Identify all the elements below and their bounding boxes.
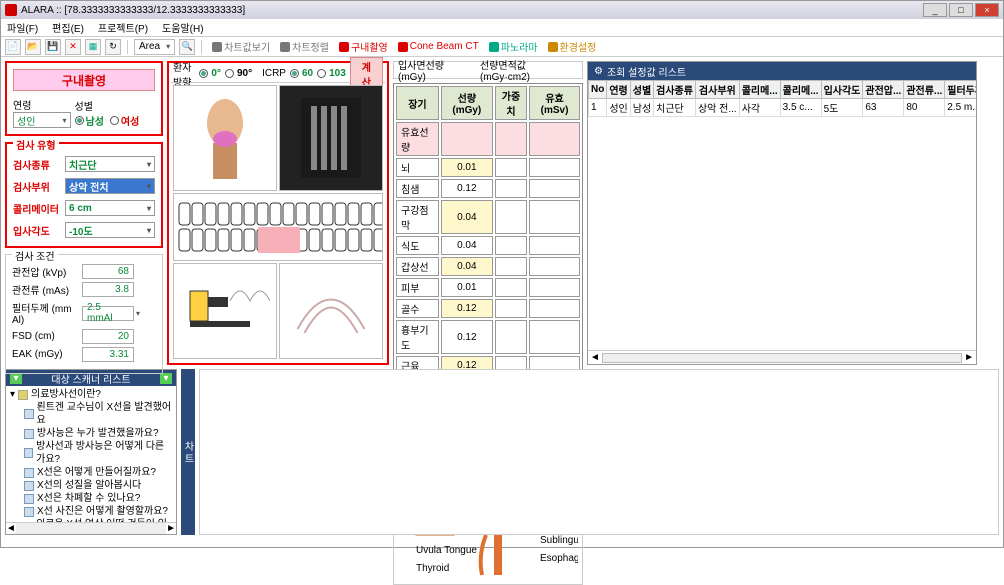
tree-leaf[interactable]: X선은 어떻게 만들어질까요? — [24, 466, 172, 479]
filt-input[interactable]: 2.5 mmAl — [82, 306, 134, 321]
age-select[interactable]: 성인 — [13, 112, 71, 128]
tree-leaf[interactable]: 방사선과 방사능은 어떻게 다른가요? — [24, 440, 172, 466]
app-icon — [5, 4, 17, 16]
tree-expand[interactable]: ▾ — [160, 373, 172, 384]
pane-head — [173, 85, 277, 191]
kvp-input[interactable]: 68 — [82, 264, 134, 279]
scanner-tree: ▾ 대상 스캐너 리스트 ▾ ▾의료방사선이란? 뢴트겐 교수님이 X선을 발견… — [5, 369, 177, 535]
scroll-right[interactable]: ► — [964, 352, 974, 363]
chart-area — [199, 369, 999, 535]
titlebar: ALARA :: [78.3333333333333/12.3333333333… — [1, 1, 1003, 19]
menubar: 파일(F) 편집(E) 프로젝트(P) 도움말(H) — [1, 19, 1003, 37]
pane-teeth-chart — [173, 193, 383, 261]
toolbar-link[interactable]: 차트값보기 — [208, 39, 274, 54]
svg-text:Thyroid: Thyroid — [416, 563, 449, 574]
pane-device — [173, 263, 277, 359]
tb-save[interactable]: 💾 — [45, 39, 61, 55]
cond-group: 검사 조건 관전압 (kVp)68 관전류 (mAs)3.8 필터두께 (mm … — [5, 254, 163, 374]
collimator[interactable]: 6 cm — [65, 200, 155, 216]
area-select[interactable]: Area — [134, 39, 175, 55]
tb-zoom[interactable]: 🔍 — [179, 39, 195, 55]
sex-label: 성별 — [75, 98, 123, 113]
tb-new[interactable]: 📄 — [5, 39, 21, 55]
icrp-60[interactable] — [290, 69, 299, 78]
mas-input[interactable]: 3.8 — [82, 282, 134, 297]
tb-del[interactable]: ✕ — [65, 39, 81, 55]
tree-leaf[interactable]: X선의 성질을 알아봅시다 — [24, 479, 172, 492]
sex-male[interactable]: 남성 — [75, 113, 104, 128]
preview-panel: 환자방향 0° 90° ICRP 60 103 계산 — [167, 61, 389, 365]
title-text: ALARA :: [78.3333333333333/12.3333333333… — [21, 5, 245, 16]
pane-arch — [279, 263, 383, 359]
left-controls: 구내촬영 연령 성인 성별 남성 여성 — [5, 61, 163, 136]
toolbar-link[interactable]: 환경설정 — [544, 39, 601, 54]
tree-leaf[interactable]: X선 사진은 어떻게 촬영할까요? — [24, 505, 172, 518]
dir-90[interactable] — [225, 69, 234, 78]
toolbar: 📄 📂 💾 ✕ ▦ ↻ Area 🔍 차트값보기차트정렬구내촬영Cone Bea… — [1, 37, 1003, 57]
svg-text:Esophagus: Esophagus — [540, 553, 578, 564]
close-button[interactable]: × — [975, 3, 999, 17]
fsd-input[interactable]: 20 — [82, 329, 134, 344]
tree-leaf[interactable]: 뢴트겐 교수님이 X선을 발견했어요 — [24, 401, 172, 427]
exam-kind[interactable]: 치근단 — [65, 156, 155, 172]
angle[interactable]: -10도 — [65, 222, 155, 238]
menu-help[interactable]: 도움말(H) — [162, 20, 203, 35]
toolbar-link[interactable]: 파노라마 — [485, 39, 542, 54]
tree-leaf[interactable]: 방사능은 누가 발견했을까요? — [24, 427, 172, 440]
settings-list: ⚙조회 설정값 리스트 No연령성별검사종류검사부위콜리메...콜리메...입사… — [587, 61, 977, 365]
tree-node[interactable]: ▾의료방사선이란? — [10, 388, 172, 401]
toolbar-link[interactable]: 차트정렬 — [276, 39, 333, 54]
menu-project[interactable]: 프로젝트(P) — [98, 20, 148, 35]
list-row[interactable]: 1성인남성치근단상악 전...사각3.5 c...5도63802.5 m...4… — [589, 99, 977, 117]
age-label: 연령 — [13, 97, 61, 112]
mode-button[interactable]: 구내촬영 — [13, 69, 155, 91]
exam-part[interactable]: 상악 전치 — [65, 178, 155, 194]
tb-refresh[interactable]: ↻ — [105, 39, 121, 55]
eak-input[interactable]: 3.31 — [82, 347, 134, 362]
sex-female[interactable]: 여성 — [110, 113, 139, 128]
pane-xray — [279, 85, 383, 191]
tb-open[interactable]: 📂 — [25, 39, 41, 55]
dir-0[interactable] — [199, 69, 208, 78]
tree-collapse[interactable]: ▾ — [10, 373, 22, 384]
dose-headers: 입사면선량 (mGy)선량면적값 (mGy·cm2) — [393, 61, 583, 79]
tb-excel[interactable]: ▦ — [85, 39, 101, 55]
toolbar-link[interactable]: 구내촬영 — [335, 39, 392, 54]
min-button[interactable]: _ — [923, 3, 947, 17]
svg-text:Sublingual: Sublingual — [540, 535, 578, 546]
menu-edit[interactable]: 편집(E) — [52, 20, 84, 35]
max-button[interactable]: □ — [949, 3, 973, 17]
svg-text:Uvula Tongue: Uvula Tongue — [416, 545, 477, 556]
chart-tab[interactable]: 차 트 — [181, 369, 195, 535]
menu-file[interactable]: 파일(F) — [7, 20, 38, 35]
gear-icon: ⚙ — [594, 66, 603, 77]
exam-group: 검사 유형 검사종류 치근단 검사부위 상악 전치 콜리메이터 6 cm 입사각… — [5, 142, 163, 248]
icrp-103[interactable] — [317, 69, 326, 78]
scroll-left[interactable]: ◄ — [590, 352, 600, 363]
toolbar-link[interactable]: Cone Beam CT — [394, 39, 483, 54]
tree-leaf[interactable]: X선은 차폐할 수 있나요? — [24, 492, 172, 505]
